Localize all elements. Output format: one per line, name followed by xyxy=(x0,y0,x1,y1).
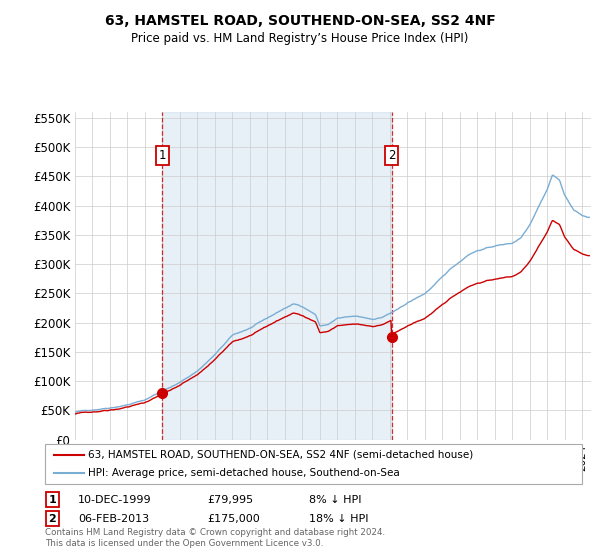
Text: £175,000: £175,000 xyxy=(207,514,260,524)
Text: Contains HM Land Registry data © Crown copyright and database right 2024.
This d: Contains HM Land Registry data © Crown c… xyxy=(45,528,385,548)
Bar xyxy=(163,112,392,440)
Text: 63, HAMSTEL ROAD, SOUTHEND-ON-SEA, SS2 4NF: 63, HAMSTEL ROAD, SOUTHEND-ON-SEA, SS2 4… xyxy=(104,14,496,28)
Text: 1: 1 xyxy=(49,494,56,505)
Text: Price paid vs. HM Land Registry’s House Price Index (HPI): Price paid vs. HM Land Registry’s House … xyxy=(131,32,469,45)
Text: HPI: Average price, semi-detached house, Southend-on-Sea: HPI: Average price, semi-detached house,… xyxy=(88,468,400,478)
Text: 2: 2 xyxy=(49,514,56,524)
Text: 06-FEB-2013: 06-FEB-2013 xyxy=(78,514,149,524)
Text: 18% ↓ HPI: 18% ↓ HPI xyxy=(309,514,368,524)
Text: 2: 2 xyxy=(388,150,395,162)
Text: 1: 1 xyxy=(159,150,166,162)
Text: 8% ↓ HPI: 8% ↓ HPI xyxy=(309,494,361,505)
Text: £79,995: £79,995 xyxy=(207,494,253,505)
Text: 10-DEC-1999: 10-DEC-1999 xyxy=(78,494,152,505)
Text: 63, HAMSTEL ROAD, SOUTHEND-ON-SEA, SS2 4NF (semi-detached house): 63, HAMSTEL ROAD, SOUTHEND-ON-SEA, SS2 4… xyxy=(88,450,473,460)
